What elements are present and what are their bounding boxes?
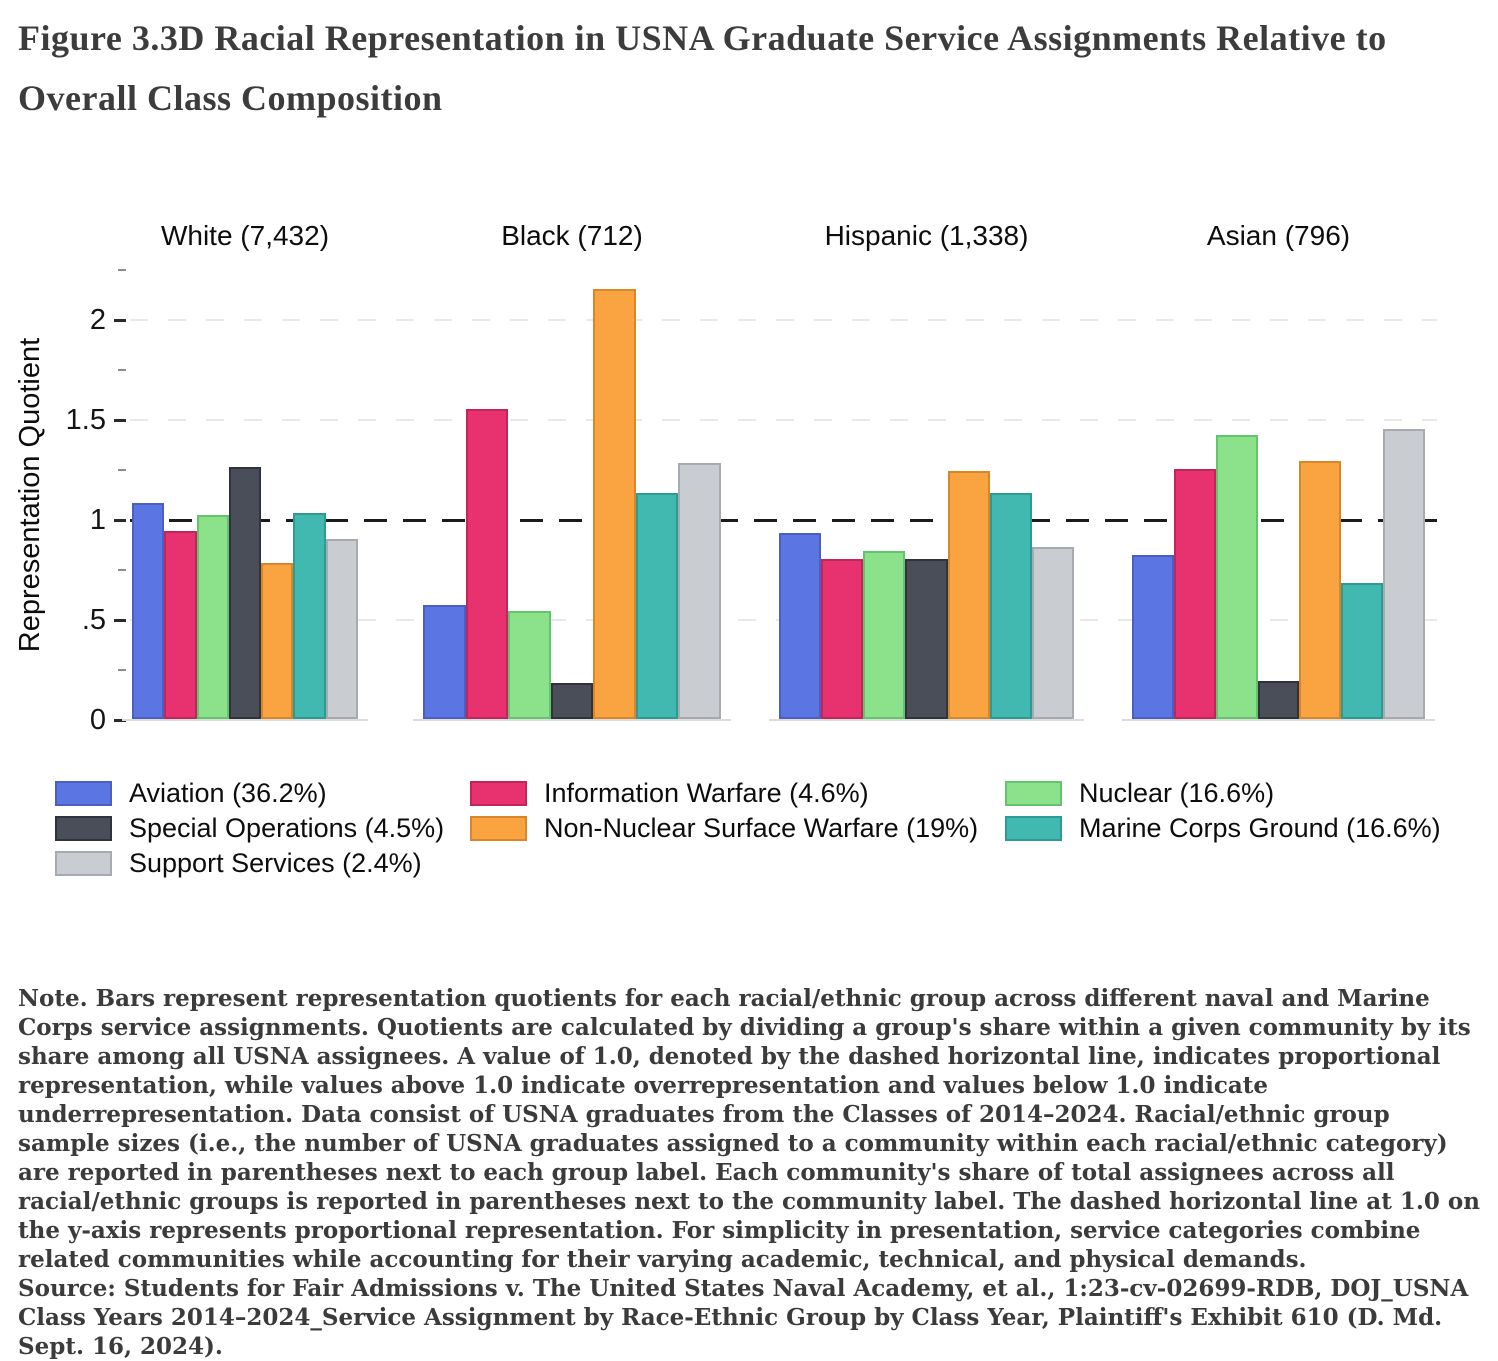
bar-nuclear [1215, 435, 1258, 719]
bar-non-nuclear-surface-warfare [947, 471, 990, 719]
legend-label-special-operations: Special Operations (4.5%) [129, 813, 445, 843]
legend-label-support-services: Support Services (2.4%) [129, 848, 422, 878]
panel-baseline [769, 719, 1084, 721]
legend-swatch-special-operations [55, 816, 112, 841]
bar-nuclear [508, 611, 551, 719]
bar-non-nuclear-surface-warfare [1299, 461, 1342, 719]
bar-marine-corps-ground [635, 493, 679, 719]
bar-special-operations [905, 559, 948, 719]
y-tick-label: .5 [81, 604, 106, 636]
panel-title: Asian (796) [1206, 220, 1351, 251]
bar-support-services [1383, 429, 1425, 719]
bar-aviation [423, 605, 466, 719]
y-tick-major [114, 619, 126, 622]
y-tick-major [114, 519, 126, 522]
y-tick-label: 1.5 [65, 404, 106, 436]
legend-swatch-aviation [55, 781, 112, 806]
note-block: Note. Bars represent representation quot… [18, 984, 1486, 1361]
bar-aviation [779, 533, 822, 719]
legend-swatch-non-nuclear-surface-warfare [470, 816, 527, 841]
bar-aviation [132, 503, 165, 719]
panel-title: White (7,432) [160, 220, 330, 251]
y-tick-label: 0 [89, 704, 106, 736]
panel-baseline [1122, 719, 1435, 721]
panel-title: Hispanic (1,338) [824, 220, 1029, 251]
y-tick-minor [118, 369, 126, 371]
bar-special-operations [1257, 681, 1300, 719]
legend-label-information-warfare: Information Warfare (4.6%) [544, 778, 869, 808]
bar-information-warfare [1173, 469, 1216, 719]
bar-support-services [1031, 547, 1074, 719]
legend-swatch-support-services [55, 851, 112, 876]
y-tick-minor [118, 469, 126, 471]
y-tick-minor [118, 669, 126, 671]
source-text: Source: Students for Fair Admissions v. … [18, 1275, 1469, 1360]
bar-information-warfare [164, 531, 197, 719]
bar-marine-corps-ground [293, 513, 326, 719]
bar-chart-figure: Representation Quotient 0.5 1 1.5 2 White (7… [14, 220, 1441, 878]
legend-label-nuclear: Nuclear (16.6%) [1079, 778, 1275, 808]
legend-label-aviation: Aviation (36.2%) [129, 778, 327, 808]
gridline [130, 319, 1437, 321]
bar-non-nuclear-surface-warfare [261, 563, 294, 719]
panel-baseline [122, 719, 368, 721]
bar-information-warfare [821, 559, 864, 719]
legend-swatch-nuclear [1005, 781, 1062, 806]
legend-label-marine-corps-ground: Marine Corps Ground (16.6%) [1079, 813, 1441, 843]
bar-non-nuclear-surface-warfare [593, 289, 636, 719]
bar-information-warfare [465, 409, 509, 719]
y-tick-label: 2 [89, 304, 106, 336]
bar-nuclear [863, 551, 906, 719]
bar-marine-corps-ground [1341, 583, 1384, 719]
bar-support-services [325, 539, 358, 719]
bar-nuclear [196, 515, 229, 719]
reference-line-1.0 [130, 519, 1437, 522]
legend-swatch-marine-corps-ground [1005, 816, 1062, 841]
bar-marine-corps-ground [989, 493, 1032, 719]
legend-label-non-nuclear-surface-warfare: Non-Nuclear Surface Warfare (19%) [544, 813, 979, 843]
panel-baseline [413, 719, 731, 721]
y-tick-major [114, 319, 126, 322]
panel-title: Black (712) [501, 220, 643, 251]
bar-support-services [678, 463, 721, 719]
gridline [130, 419, 1437, 421]
legend-swatch-information-warfare [470, 781, 527, 806]
y-tick-label: 1 [89, 504, 106, 536]
y-tick-major [114, 419, 126, 422]
bar-special-operations [228, 467, 262, 719]
page-title: Figure 3.3D Racial Representation in USN… [18, 18, 1387, 118]
y-tick-minor [118, 569, 126, 571]
bar-aviation [1132, 555, 1174, 719]
y-tick-minor [118, 269, 126, 271]
y-tick-major [114, 719, 126, 722]
bar-special-operations [550, 683, 594, 719]
note-text: Note. Bars represent representation quot… [18, 985, 1480, 1273]
